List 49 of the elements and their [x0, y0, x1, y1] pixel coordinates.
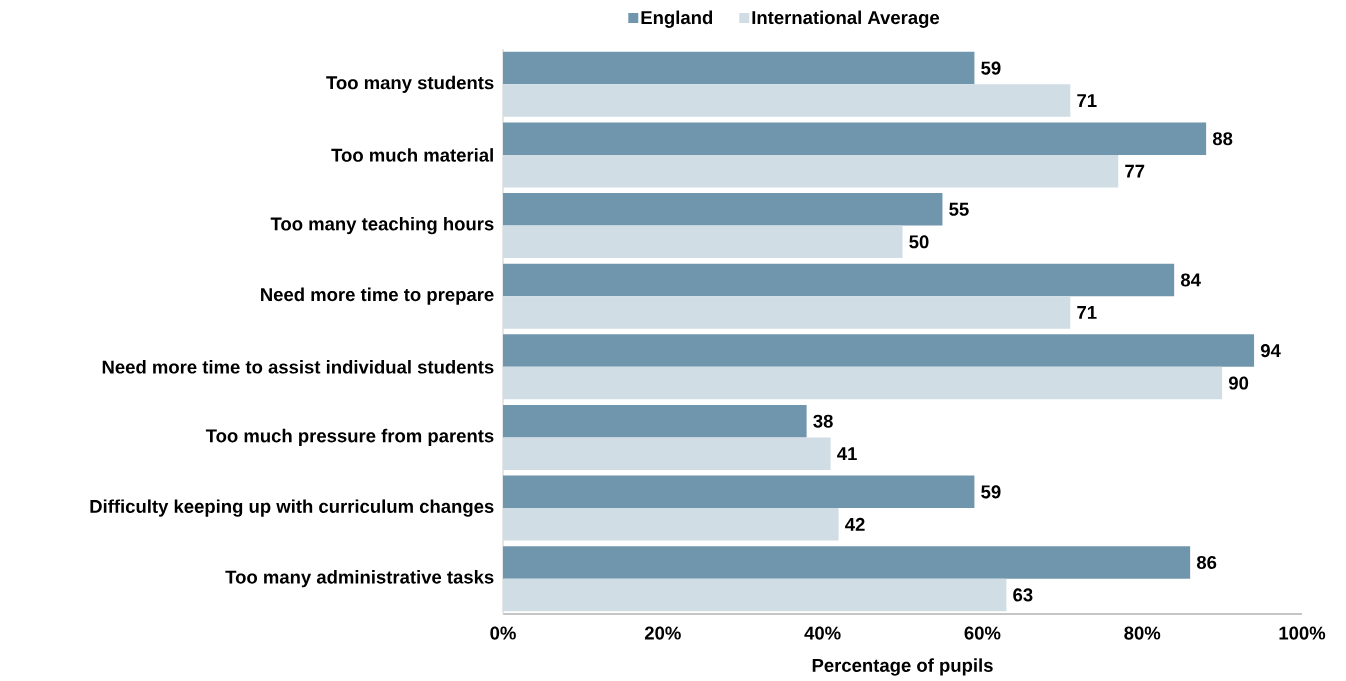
bar — [503, 508, 839, 541]
x-tick-label: 20% — [644, 626, 681, 640]
data-label: 38 — [813, 414, 833, 428]
bar — [503, 84, 1071, 117]
data-label: 71 — [1077, 94, 1097, 107]
y-tick-label: Difficulty keeping up with curriculum changes — [90, 499, 494, 517]
bar — [503, 578, 1007, 612]
data-label: 41 — [837, 447, 857, 461]
data-label: 55 — [949, 202, 969, 216]
data-label: 77 — [1125, 164, 1145, 178]
y-tick-label: Need more time to prepare — [261, 287, 494, 305]
bar — [503, 296, 1071, 329]
y-tick-label: Too much pressure from parents — [205, 428, 494, 447]
data-label: 59 — [981, 61, 1001, 75]
x-tick-label: 60% — [964, 626, 1001, 640]
y-tick-label: Too many teaching hours — [270, 216, 494, 235]
x-axis-title: Percentage of pupils — [812, 658, 993, 676]
bar — [503, 437, 831, 470]
legend-label: England — [641, 10, 713, 28]
x-tick-label: 80% — [1124, 626, 1161, 640]
data-label: 94 — [1260, 344, 1281, 358]
bar — [503, 263, 1175, 297]
data-label: 88 — [1212, 132, 1233, 146]
data-label: 86 — [1196, 555, 1217, 570]
x-tick-label: 40% — [804, 626, 841, 640]
bar — [503, 334, 1255, 367]
bar — [503, 366, 1223, 400]
y-tick-label: Too many students — [326, 75, 494, 93]
bar — [503, 122, 1207, 155]
x-tick-label: 0% — [490, 626, 516, 640]
bar — [503, 546, 1191, 579]
y-tick-label: Too much material — [331, 148, 493, 162]
bar — [503, 475, 975, 509]
data-label: 63 — [1013, 588, 1033, 602]
bar — [503, 51, 975, 85]
y-tick-label: Need more time to assist individual students — [102, 360, 494, 374]
bar — [503, 193, 943, 226]
bar — [503, 225, 903, 259]
x-tick-label: 100% — [1279, 626, 1326, 640]
data-label: 42 — [845, 517, 865, 531]
data-label: 71 — [1077, 306, 1097, 319]
bar — [503, 404, 807, 438]
data-label: 84 — [1180, 273, 1201, 287]
y-tick-label: Too many administrative tasks — [225, 570, 494, 588]
data-label: 50 — [909, 235, 929, 249]
data-label: 90 — [1228, 376, 1249, 390]
data-label: 59 — [981, 485, 1001, 499]
legend-label: International Average — [752, 10, 940, 28]
bar — [503, 154, 1119, 188]
